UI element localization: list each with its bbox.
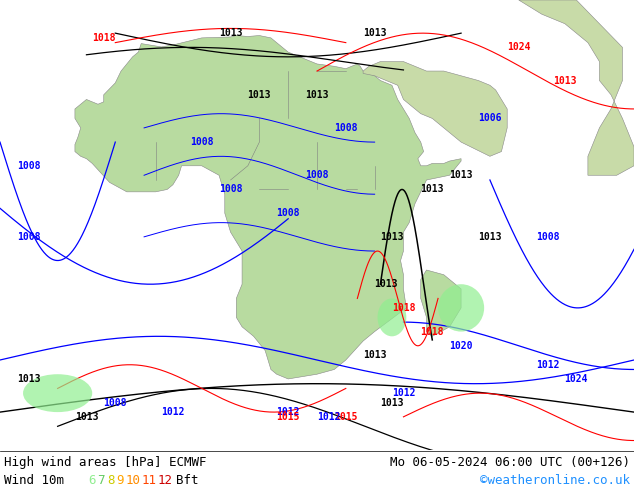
- Text: 1024: 1024: [507, 42, 531, 52]
- Text: 1013: 1013: [478, 232, 501, 242]
- Text: 1006: 1006: [478, 113, 501, 123]
- Text: 9: 9: [117, 473, 124, 487]
- Text: 1020: 1020: [450, 341, 473, 351]
- Text: 1008: 1008: [103, 397, 127, 408]
- Ellipse shape: [438, 284, 484, 332]
- Text: 1013: 1013: [553, 75, 576, 86]
- Text: 10: 10: [126, 473, 141, 487]
- Text: 1008: 1008: [17, 232, 41, 242]
- Text: 1013: 1013: [380, 232, 404, 242]
- Text: 1013: 1013: [363, 350, 386, 360]
- Text: 1013: 1013: [305, 90, 329, 100]
- Text: 1012: 1012: [161, 407, 184, 417]
- Text: High wind areas [hPa] ECMWF: High wind areas [hPa] ECMWF: [4, 456, 207, 468]
- Text: 1018: 1018: [92, 33, 115, 43]
- Text: 7: 7: [98, 473, 105, 487]
- Ellipse shape: [377, 298, 406, 336]
- Text: 1008: 1008: [276, 208, 300, 218]
- Text: 1018: 1018: [420, 326, 444, 337]
- Text: 1008: 1008: [334, 123, 358, 133]
- Text: 1012: 1012: [317, 412, 340, 422]
- Text: 1012: 1012: [536, 360, 559, 370]
- Text: 1013: 1013: [75, 412, 98, 422]
- Text: 1015: 1015: [334, 412, 358, 422]
- Text: 12: 12: [158, 473, 173, 487]
- Polygon shape: [421, 270, 461, 336]
- Text: 1013: 1013: [450, 170, 473, 180]
- Text: 1008: 1008: [219, 184, 242, 195]
- Text: 1015: 1015: [276, 412, 300, 422]
- Text: 8: 8: [107, 473, 115, 487]
- Ellipse shape: [23, 374, 92, 412]
- Text: 1013: 1013: [17, 374, 41, 384]
- Text: 1013: 1013: [219, 28, 242, 38]
- Text: 1013: 1013: [375, 279, 398, 289]
- Polygon shape: [75, 36, 461, 379]
- Polygon shape: [363, 62, 507, 156]
- Text: 1008: 1008: [305, 170, 329, 180]
- Text: Mo 06-05-2024 06:00 UTC (00+126): Mo 06-05-2024 06:00 UTC (00+126): [390, 456, 630, 468]
- Text: 1013: 1013: [248, 90, 271, 100]
- Text: 1013: 1013: [420, 184, 444, 195]
- Text: 6: 6: [88, 473, 96, 487]
- Text: 1024: 1024: [565, 374, 588, 384]
- Text: ©weatheronline.co.uk: ©weatheronline.co.uk: [480, 473, 630, 487]
- Text: 1013: 1013: [380, 397, 404, 408]
- Text: 1012: 1012: [276, 407, 300, 417]
- Text: 1012: 1012: [392, 388, 415, 398]
- Text: Bft: Bft: [176, 473, 198, 487]
- Text: 1008: 1008: [190, 137, 214, 147]
- Text: Wind 10m: Wind 10m: [4, 473, 64, 487]
- Text: 1013: 1013: [363, 28, 386, 38]
- Text: 1018: 1018: [392, 303, 415, 313]
- Polygon shape: [519, 0, 634, 175]
- Text: 1008: 1008: [536, 232, 559, 242]
- Text: 1008: 1008: [17, 161, 41, 171]
- Text: 11: 11: [142, 473, 157, 487]
